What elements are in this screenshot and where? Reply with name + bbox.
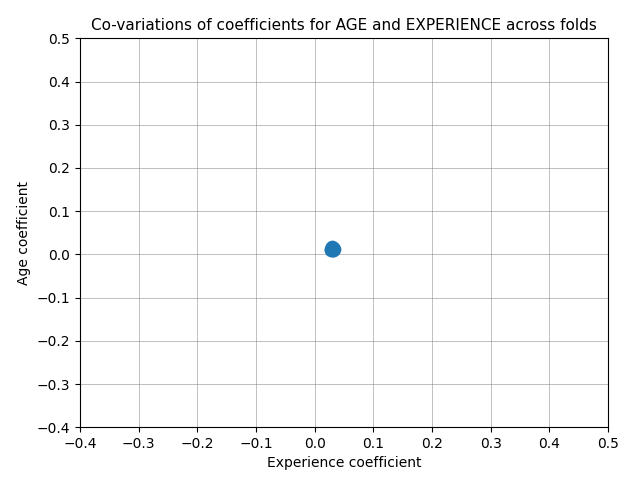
Point (326, 246, 336, 253)
Point (328, 244, 339, 252)
Point (328, 246, 338, 254)
Point (325, 245, 335, 253)
X-axis label: Experience coefficient: Experience coefficient (267, 456, 421, 470)
Point (327, 245, 337, 252)
Y-axis label: Age coefficient: Age coefficient (17, 181, 31, 285)
Point (326, 244, 337, 252)
Point (328, 246, 338, 253)
Point (329, 245, 339, 253)
Point (327, 245, 337, 252)
Title: Co-variations of coefficients for AGE and EXPERIENCE across folds: Co-variations of coefficients for AGE an… (91, 18, 597, 33)
Point (326, 244, 337, 252)
